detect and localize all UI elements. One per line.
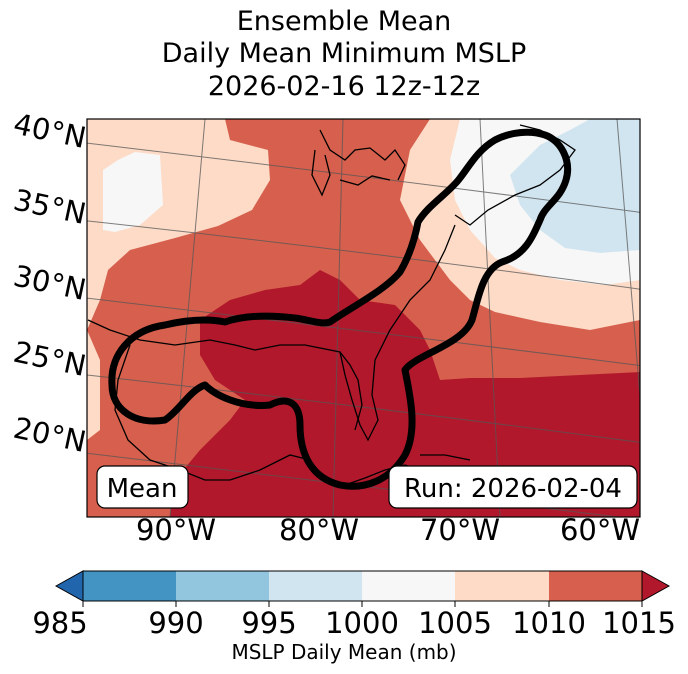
- graticule: [87, 119, 640, 517]
- lon-label-70: 70°W: [420, 513, 500, 547]
- lon-label-80: 80°W: [279, 513, 359, 547]
- title-line-1: Ensemble Mean: [236, 6, 452, 37]
- colorbar-bin-995-1000: [269, 571, 362, 601]
- ensemble-contour: [108, 128, 571, 490]
- lat-label-40: 40°N: [11, 107, 90, 155]
- colorbar-bin-990-995: [176, 571, 269, 601]
- mean-label-box: Mean: [96, 465, 189, 509]
- run-label: Run: 2026-02-04: [404, 474, 622, 504]
- great-lakes-outline: [319, 129, 406, 181]
- colorbar-tick-1010: 1010: [512, 606, 586, 640]
- colorbar-tick-1015: 1015: [602, 606, 676, 640]
- hispaniola-outline: [420, 454, 471, 461]
- mexico-coast: [114, 344, 230, 481]
- colorbar-tick-985: 985: [32, 606, 87, 640]
- lat-label-25: 25°N: [11, 335, 90, 383]
- colorbar-tick-990: 990: [148, 606, 203, 640]
- colorbar-bin-1010-1015: [549, 571, 642, 601]
- latitude-labels: 40°N 35°N 30°N 25°N 20°N: [11, 107, 90, 459]
- colorbar-bin-1000-1005: [362, 571, 455, 601]
- pressure-field-above-1015: [170, 270, 640, 517]
- gulf-coast: [87, 319, 363, 431]
- colorbar-extend-high: [641, 570, 671, 602]
- mean-label: Mean: [107, 474, 178, 504]
- colorbar: 985 990 995 1000 1005 1010 1015: [32, 570, 676, 640]
- colorbar-tick-1005: 1005: [418, 606, 492, 640]
- colorbar-tick-1000: 1000: [325, 606, 399, 640]
- title-line-2: Daily Mean Minimum MSLP: [161, 38, 527, 69]
- lake-michigan-outline: [311, 149, 331, 197]
- lon-label-60: 60°W: [560, 513, 640, 547]
- colorbar-bin-1005-1010: [455, 571, 549, 601]
- title-line-3: 2026-02-16 12z-12z: [207, 71, 481, 102]
- colorbar-label: MSLP Daily Mean (mb): [231, 640, 457, 664]
- map-panel: [87, 119, 640, 517]
- lat-label-35: 35°N: [11, 183, 90, 231]
- colorbar-tick-995: 995: [241, 606, 296, 640]
- east-coast: [374, 224, 456, 361]
- lake-erie-outline: [339, 175, 391, 186]
- pressure-field-1005-1010-sw: [87, 330, 100, 440]
- map-frame: [86, 118, 641, 518]
- lon-label-90: 90°W: [136, 513, 216, 547]
- colorbar-extend-low: [54, 570, 84, 602]
- florida-outline: [339, 351, 379, 442]
- lat-label-20: 20°N: [11, 411, 90, 459]
- run-label-box: Run: 2026-02-04: [388, 465, 638, 509]
- colorbar-bin-985-990: [83, 571, 176, 601]
- longitude-labels: 90°W 80°W 70°W 60°W: [136, 513, 640, 547]
- lat-label-30: 30°N: [11, 259, 90, 307]
- pressure-field-1000-1005-nw: [103, 152, 163, 232]
